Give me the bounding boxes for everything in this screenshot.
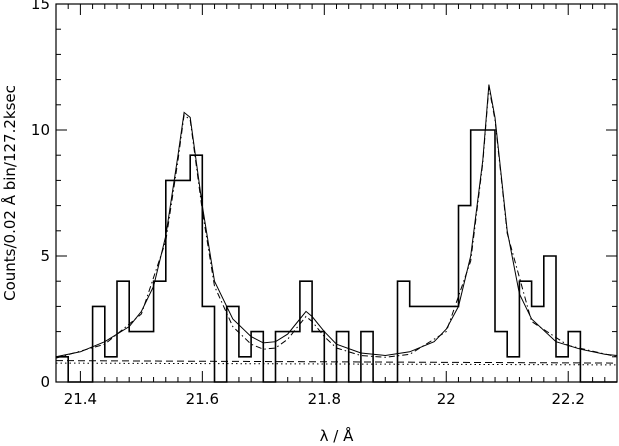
model-total-curve <box>55 84 618 358</box>
axis-tick-labels: 21.4 21.6 21.8 22 22.2 0 5 10 15 <box>31 0 585 408</box>
x-tick-label: 21.4 <box>64 390 97 408</box>
continuum-dashed-line <box>55 360 618 364</box>
x-tick-label: 21.6 <box>186 390 219 408</box>
plot-frame <box>55 3 618 383</box>
x-tick-label: 22.2 <box>552 390 585 408</box>
y-tick-label: 10 <box>31 121 50 139</box>
y-tick-label: 15 <box>31 0 50 13</box>
x-axis-label: λ / Å <box>320 426 354 445</box>
y-tick-label: 5 <box>40 247 50 265</box>
y-tick-label: 0 <box>40 373 50 391</box>
y-axis-label: Counts/0.02 Å bin/127.2ksec <box>0 85 19 301</box>
model-curves <box>55 84 618 366</box>
x-tick-label: 22 <box>437 390 456 408</box>
axis-ticks <box>55 3 618 383</box>
x-tick-label: 21.8 <box>308 390 341 408</box>
model-dashdot-curve <box>55 87 618 359</box>
